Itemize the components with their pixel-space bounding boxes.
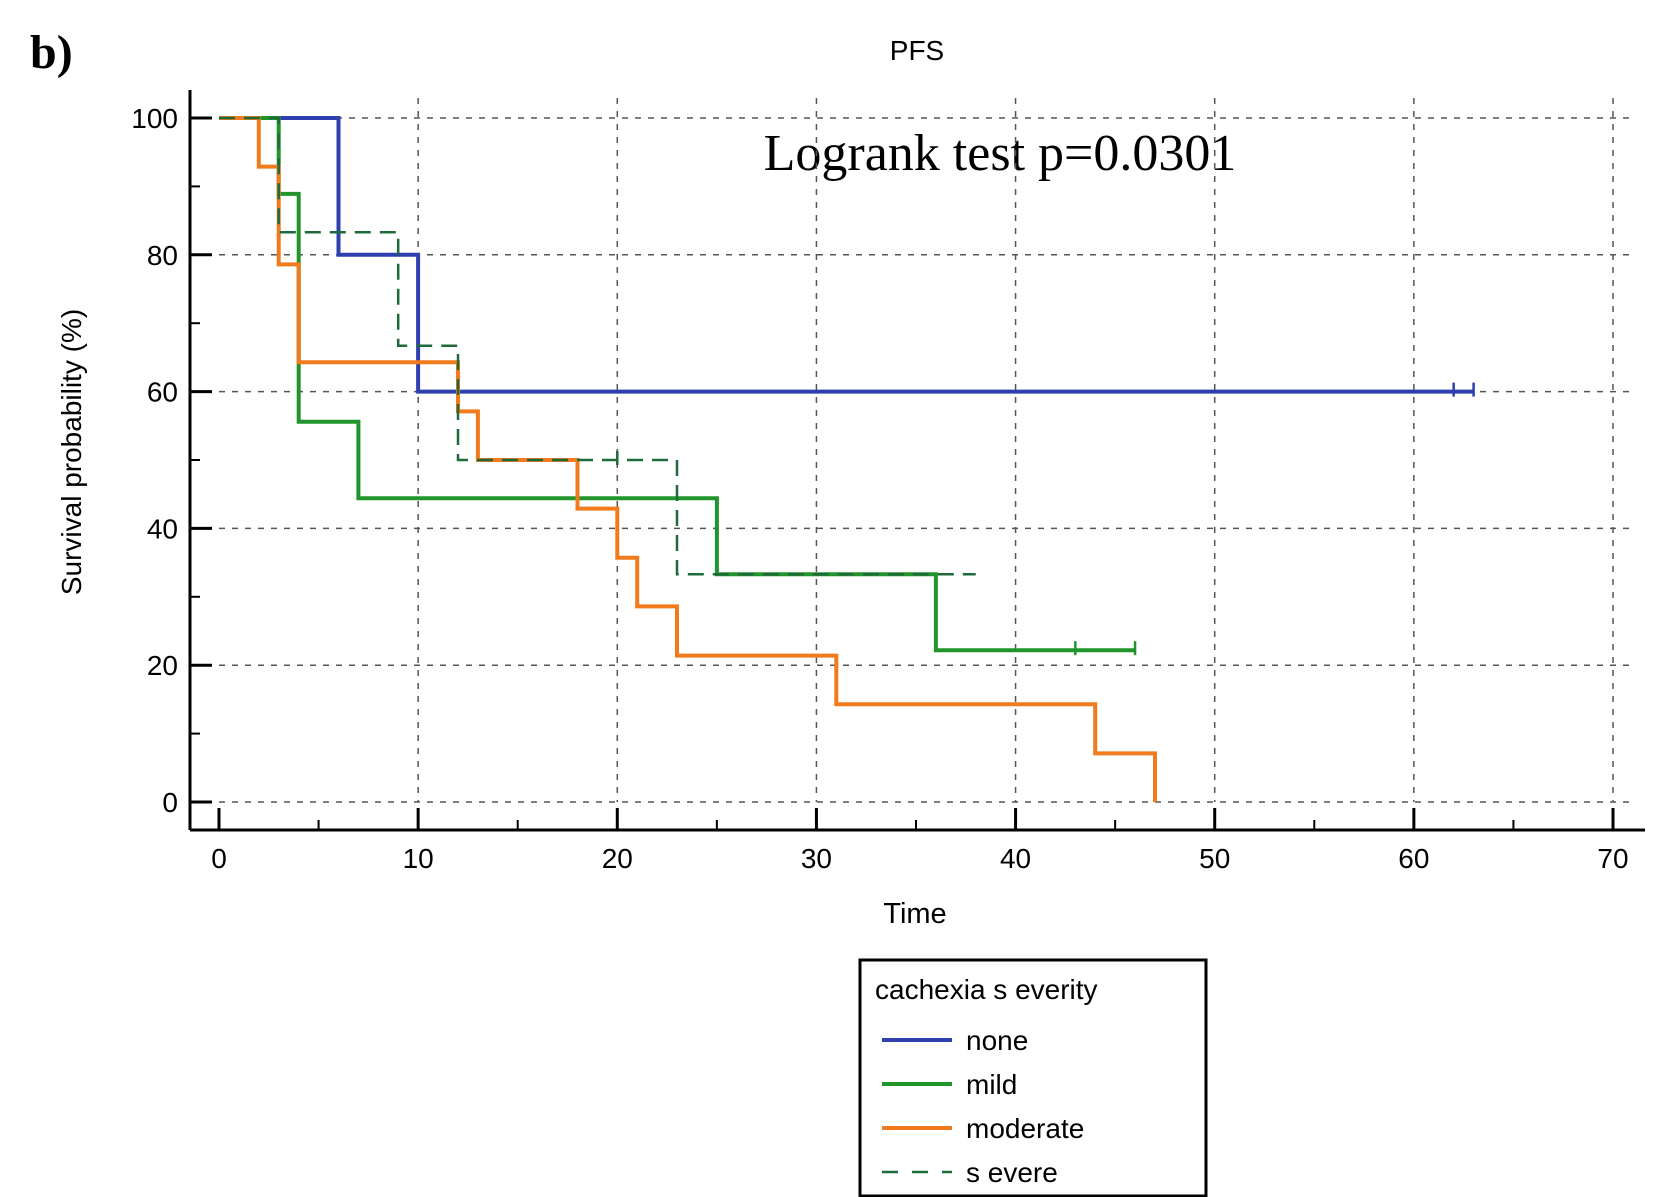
logrank-annotation: Logrank test p=0.0301 [764,125,1237,182]
series-lines [219,116,1475,802]
legend-label-mild: mild [966,1069,1017,1100]
y-axis-label: Survival probability (%) [56,309,87,595]
axes: 0 10 20 30 40 50 60 70 0 20 40 60 80 100 [131,90,1645,874]
x-tick-label-40: 40 [1000,843,1031,874]
y-tick-label-60: 60 [147,377,178,408]
x-tick-label-60: 60 [1398,843,1429,874]
panel-label: b) [30,26,73,79]
x-tick-label-20: 20 [602,843,633,874]
chart-title: PFS [890,35,944,66]
legend-label-moderate: moderate [966,1113,1084,1144]
legend-label-s-evere: s evere [966,1157,1058,1188]
x-axis-label: Time [883,898,946,930]
legend-items: none mild moderate s evere [882,1025,1084,1188]
y-tick-label-100: 100 [131,103,178,134]
x-tick-label-0: 0 [211,843,227,874]
x-tick-label-30: 30 [801,843,832,874]
y-tick-label-20: 20 [147,650,178,681]
x-tick-label-10: 10 [403,843,434,874]
y-tick-label-0: 0 [162,787,178,818]
x-tick-label-50: 50 [1199,843,1230,874]
legend-title: cachexia s everity [875,974,1098,1005]
grid-lines [219,98,1635,803]
x-tick-label-70: 70 [1597,843,1628,874]
legend: cachexia s everity none mild moderate s eve… [858,958,1208,1197]
series-line-moderate [219,116,1157,802]
series-line-s-evere [219,116,976,576]
series-line-none [219,116,1474,394]
legend-label-none: none [966,1025,1028,1056]
y-tick-label-40: 40 [147,513,178,544]
legend-box [858,958,1208,1197]
y-tick-label-80: 80 [147,240,178,271]
